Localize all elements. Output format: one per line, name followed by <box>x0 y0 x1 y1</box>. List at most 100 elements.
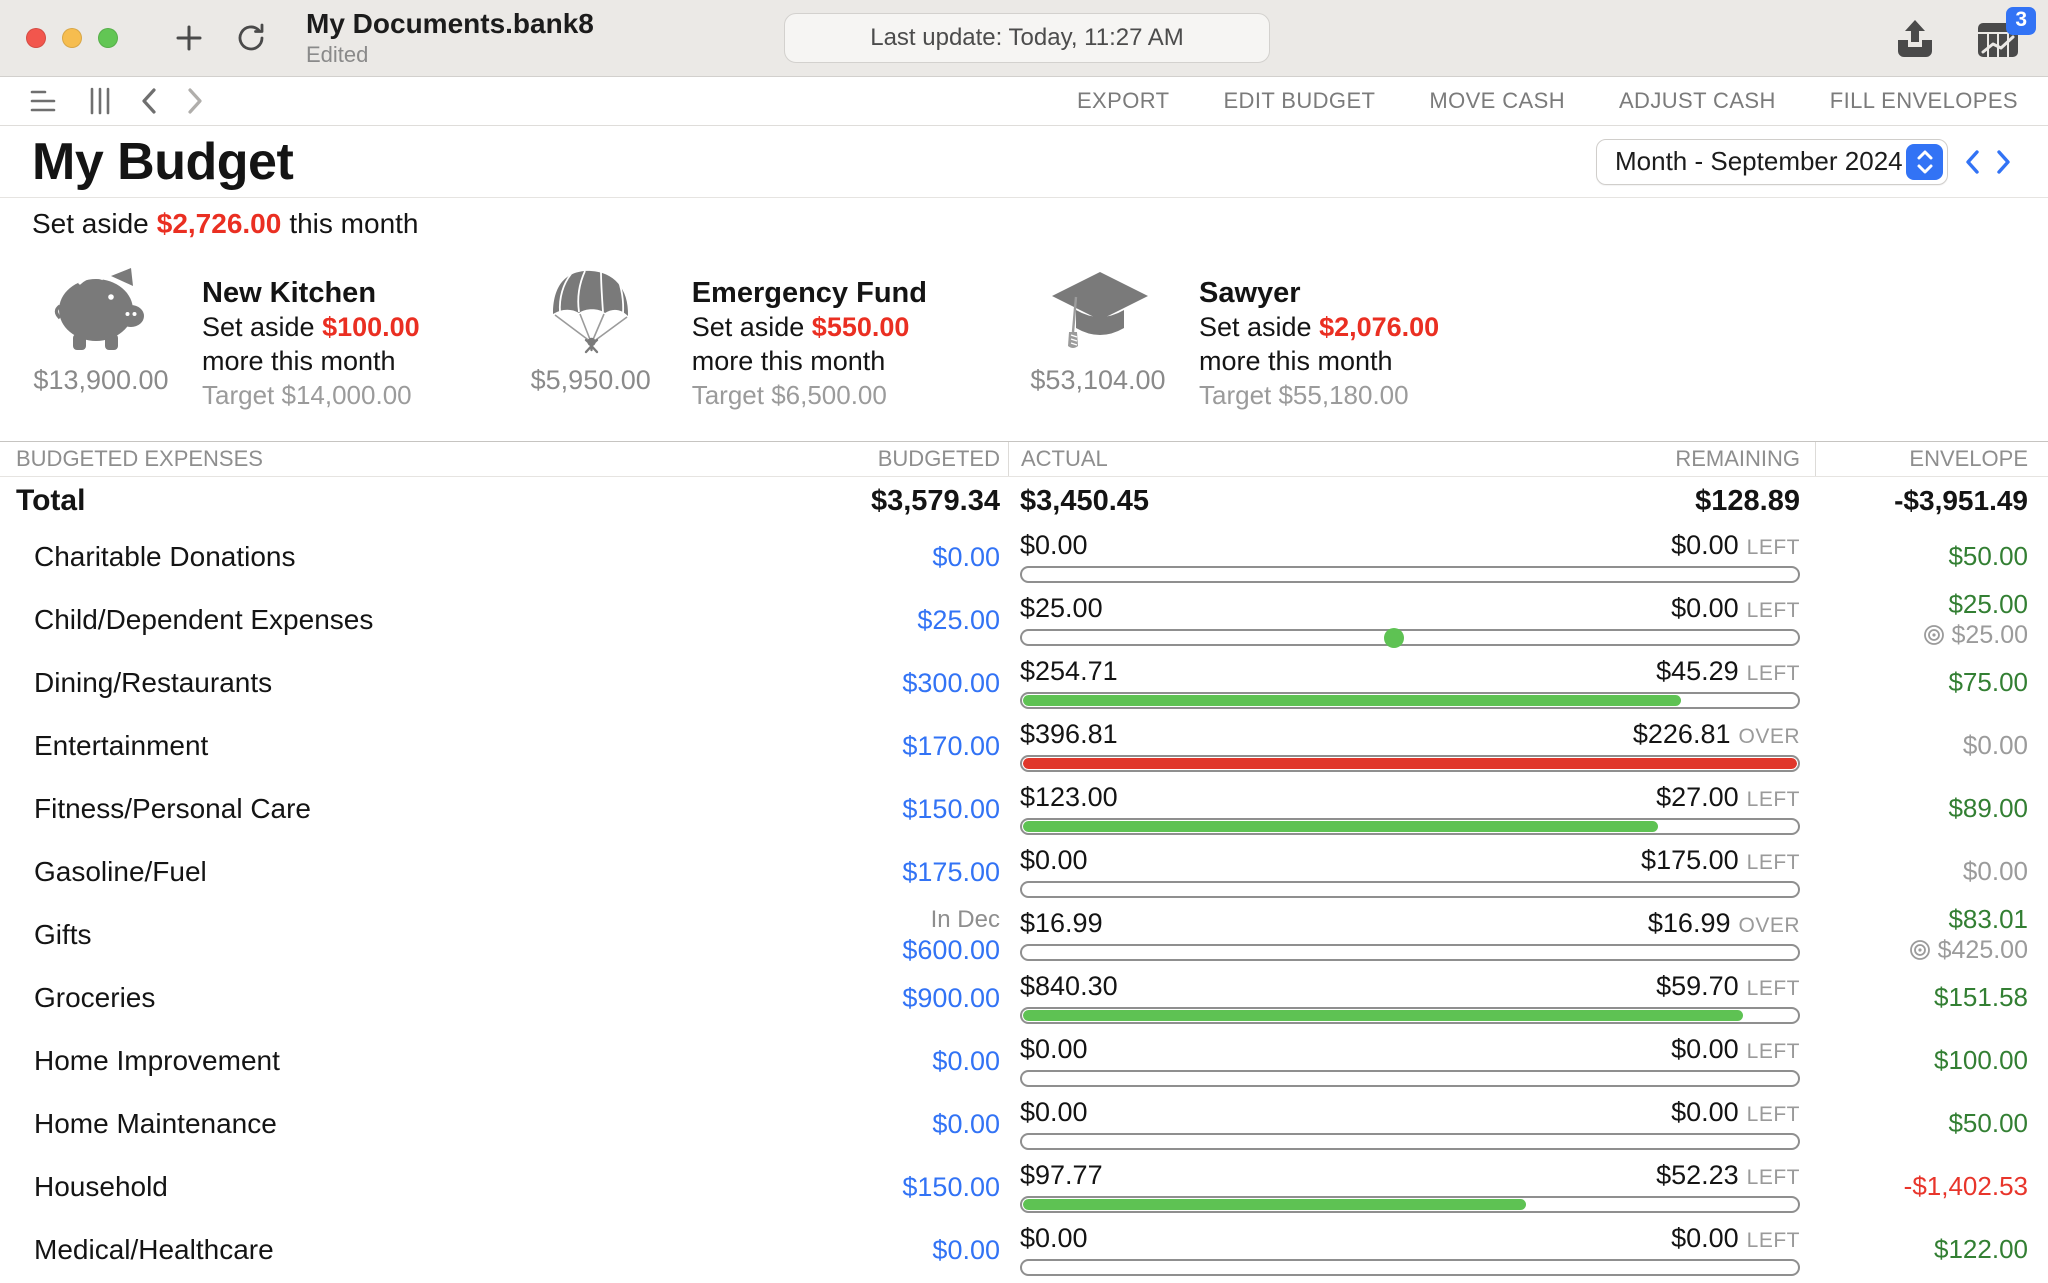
category-budgeted[interactable]: $0.00 <box>932 541 1000 572</box>
budget-page-header: My Budget Month - September 2024 <box>0 126 2048 198</box>
category-budgeted[interactable]: In Dec $600.00 <box>778 905 1008 965</box>
column-header-envelope[interactable]: ENVELOPE <box>1909 446 2028 471</box>
budget-bar-marker <box>1384 627 1405 648</box>
last-update-button[interactable]: Last update: Today, 11:27 AM <box>784 13 1270 63</box>
budget-category-row[interactable]: Home Improvement $0.00 $0.00 $0.00 LEFT … <box>0 1029 2048 1092</box>
budget-progress-bar <box>1020 1007 1800 1024</box>
goal-card[interactable]: $13,900.00 New Kitchen Set aside $100.00… <box>26 266 420 412</box>
toolbar-action-adjust-cash[interactable]: ADJUST CASH <box>1618 88 1776 113</box>
envelope-amount: $0.00 <box>1962 856 2028 886</box>
envelope-amount: $151.58 <box>1934 982 2028 1012</box>
category-budgeted[interactable]: $300.00 <box>902 667 1000 698</box>
budget-category-row[interactable]: Household $150.00 $97.77 $52.23 LEFT -$1… <box>0 1155 2048 1218</box>
budget-category-row[interactable]: Gifts In Dec $600.00 $16.99 $16.99 OVER … <box>0 903 2048 966</box>
category-actual: $396.81 <box>1020 719 1118 749</box>
budgeted-note: In Dec <box>930 905 1000 933</box>
columns-icon <box>90 87 110 115</box>
popup-stepper-icon <box>1906 143 1943 180</box>
close-button[interactable] <box>26 28 46 48</box>
total-label: Total <box>16 484 86 517</box>
category-budgeted[interactable]: $900.00 <box>902 982 1000 1013</box>
refresh-icon <box>238 23 264 51</box>
refresh-button[interactable] <box>234 21 268 55</box>
column-header-remaining[interactable]: REMAINING <box>1675 446 1800 471</box>
budget-progress-bar <box>1020 1196 1800 1213</box>
sidebar-toggle-button[interactable] <box>30 88 60 114</box>
toolbar-action-fill-envelopes[interactable]: FILL ENVELOPES <box>1829 88 2018 113</box>
goal-target: Target $14,000.00 <box>202 380 412 410</box>
budget-category-row[interactable]: Dining/Restaurants $300.00 $254.71 $45.2… <box>0 651 2048 714</box>
budget-category-row[interactable]: Entertainment $170.00 $396.81 $226.81 OV… <box>0 714 2048 777</box>
total-row: Total $3,579.34 $3,450.45 $128.89 -$3,95… <box>0 477 2048 525</box>
goal-card[interactable]: $53,104.00 Sawyer Set aside $2,076.00 mo… <box>1023 266 1439 412</box>
chevron-left-icon <box>142 88 156 114</box>
share-button[interactable] <box>1894 18 1936 60</box>
goal-card[interactable]: $5,950.00 Emergency Fund Set aside $550.… <box>516 266 927 412</box>
envelope-amount: $89.00 <box>1948 793 2028 823</box>
goal-set-aside-more: more this month <box>202 346 396 376</box>
budget-category-row[interactable]: Home Maintenance $0.00 $0.00 $0.00 LEFT … <box>0 1092 2048 1155</box>
chevron-right-icon <box>1997 149 2010 174</box>
budget-category-row[interactable]: Charitable Donations $0.00 $0.00 $0.00 L… <box>0 525 2048 588</box>
envelope-amount: -$1,402.53 <box>1903 1171 2028 1201</box>
category-name: Gifts <box>34 918 92 950</box>
toolbar-action-edit-budget[interactable]: EDIT BUDGET <box>1223 88 1376 113</box>
category-budgeted[interactable]: $0.00 <box>932 1108 1000 1139</box>
total-actual: $3,450.45 <box>1020 484 1150 517</box>
category-budgeted[interactable]: $175.00 <box>902 856 1000 887</box>
columns-toggle-button[interactable] <box>88 87 112 115</box>
envelope-amount: $0.00 <box>1962 730 2028 760</box>
period-select-value: Month - September 2024 <box>1615 146 1903 176</box>
budget-progress-bar <box>1020 1070 1800 1087</box>
goal-set-aside-more: more this month <box>1198 346 1393 376</box>
toolbar-action-move-cash[interactable]: MOVE CASH <box>1429 88 1565 113</box>
list-icon <box>30 90 56 112</box>
category-actual: $0.00 <box>1020 1097 1088 1127</box>
total-budgeted: $3,579.34 <box>870 484 1000 517</box>
category-name: Groceries <box>34 981 156 1013</box>
category-budgeted[interactable]: $150.00 <box>902 1171 1000 1202</box>
back-button[interactable] <box>140 87 158 115</box>
category-budgeted[interactable]: $25.00 <box>917 604 1000 635</box>
envelope-amount: $100.00 <box>1934 1045 2028 1075</box>
budget-category-row[interactable]: Groceries $900.00 $840.30 $59.70 LEFT $1… <box>0 966 2048 1029</box>
zoom-button[interactable] <box>98 28 118 48</box>
budget-category-row[interactable]: Gasoline/Fuel $175.00 $0.00 $175.00 LEFT… <box>0 840 2048 903</box>
minimize-button[interactable] <box>62 28 82 48</box>
budget-progress-bar <box>1020 1259 1800 1276</box>
category-remaining: $52.23 LEFT <box>1656 1160 1800 1190</box>
forward-button[interactable] <box>186 87 204 115</box>
piggy-bank-icon <box>54 268 144 350</box>
previous-period-button[interactable] <box>1964 149 1980 175</box>
column-header-expenses[interactable]: BUDGETED EXPENSES <box>16 446 263 471</box>
column-header-budgeted[interactable]: BUDGETED <box>877 446 1000 471</box>
budget-progress-bar <box>1020 627 1800 648</box>
category-budgeted[interactable]: $0.00 <box>932 1045 1000 1076</box>
category-name: Fitness/Personal Care <box>34 792 312 824</box>
budget-category-row[interactable]: Fitness/Personal Care $150.00 $123.00 $2… <box>0 777 2048 840</box>
toolbar-action-export[interactable]: EXPORT <box>1076 88 1170 113</box>
category-name: Gasoline/Fuel <box>34 855 207 887</box>
budget-progress-bar <box>1020 755 1800 772</box>
goal-balance: $13,900.00 <box>33 365 169 395</box>
budget-category-row[interactable]: Child/Dependent Expenses $25.00 $25.00 $… <box>0 588 2048 651</box>
last-update-text: Last update: Today, 11:27 AM <box>870 24 1184 51</box>
period-select[interactable]: Month - September 2024 <box>1596 138 1948 185</box>
reports-button[interactable]: 3 <box>1976 6 2036 59</box>
goal-target: Target $55,180.00 <box>1198 380 1409 410</box>
next-period-button[interactable] <box>1996 149 2012 175</box>
chevron-left-icon <box>1966 149 1979 174</box>
add-button[interactable] <box>174 23 204 53</box>
category-budgeted[interactable]: $170.00 <box>902 730 1000 761</box>
category-budgeted[interactable]: $150.00 <box>902 793 1000 824</box>
budget-progress-bar <box>1020 566 1800 583</box>
budget-category-row[interactable]: Medical/Healthcare $0.00 $0.00 $0.00 LEF… <box>0 1218 2048 1281</box>
category-actual: $0.00 <box>1020 530 1088 560</box>
category-remaining: $27.00 LEFT <box>1656 782 1800 812</box>
category-budgeted[interactable]: $0.00 <box>932 1234 1000 1265</box>
category-actual: $0.00 <box>1020 845 1088 875</box>
chevron-right-icon <box>188 88 202 114</box>
column-header-actual[interactable]: ACTUAL <box>1021 446 1108 471</box>
set-aside-suffix: this month <box>289 208 419 239</box>
